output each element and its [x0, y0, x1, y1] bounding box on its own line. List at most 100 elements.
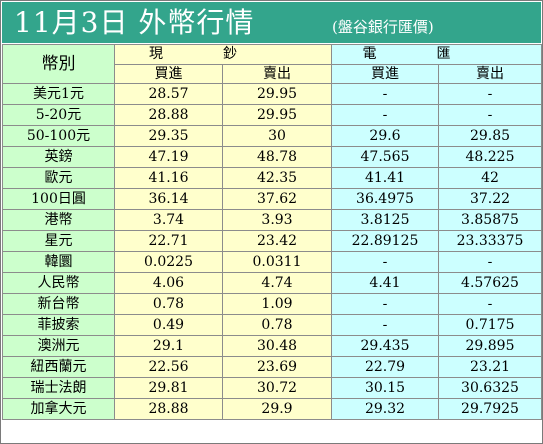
cash-sell-header: 賣出 [222, 63, 332, 84]
table-row: 港幣 3.74 3.93 3.8125 3.85875 [2, 209, 542, 231]
cash-buy-cell: 22.56 [114, 356, 223, 378]
currency-name-cell: 新台幣 [2, 293, 115, 315]
cash-buy-header: 買進 [114, 63, 223, 84]
tt-buy-cell: 4.41 [331, 272, 439, 294]
cash-sell-cell: 0.78 [222, 314, 332, 336]
table-row: 50-100元 29.35 30 29.6 29.85 [2, 125, 542, 147]
rate-rows: 美元1元 28.57 29.95- -5-20元 28.88 29.95- -50-100元… [2, 83, 542, 420]
cash-buy-cell: 4.06 [114, 272, 223, 294]
table-row: 5-20元 28.88 29.95- - [2, 104, 542, 126]
tt-sell-cell: 37.22 [438, 188, 542, 210]
cash-sell-cell: 23.42 [222, 230, 332, 252]
tt-sell-cell: 42 [438, 167, 542, 189]
table-row: 菲披索 0.49 0.78-0.7175 [2, 314, 542, 336]
currency-name-cell: 50-100元 [2, 125, 115, 147]
cash-sell-cell: 30.48 [222, 335, 332, 357]
currency-name-cell: 5-20元 [2, 104, 115, 126]
tt-sell-cell: 4.57625 [438, 272, 542, 294]
page-title: 11月3日 外幣行情 [14, 6, 255, 39]
tt-buy-cell: - [331, 314, 439, 336]
cash-buy-cell: 29.35 [114, 125, 223, 147]
tt-buy-cell: - [331, 83, 439, 105]
table-row: 澳洲元 29.1 30.48 29.435 29.895 [2, 335, 542, 357]
tt-sell-cell: - [438, 293, 542, 315]
cash-buy-cell: 28.88 [114, 104, 223, 126]
tt-sell-cell: - [438, 104, 542, 126]
cash-buy-cell: 0.0225 [114, 251, 223, 273]
table-row: 歐元 41.16 42.35 41.41 42 [2, 167, 542, 189]
tt-sell-cell: 48.225 [438, 146, 542, 168]
currency-name-cell: 韓圜 [2, 251, 115, 273]
currency-name-cell: 英鎊 [2, 146, 115, 168]
tt-buy-cell: - [331, 251, 439, 273]
cash-sell-cell: 29.95 [222, 83, 332, 105]
cash-sell-cell: 48.78 [222, 146, 332, 168]
cash-sell-cell: 42.35 [222, 167, 332, 189]
board-header: 11月3日 外幣行情 (盤谷銀行匯價) [2, 2, 541, 43]
tt-buy-cell: 22.89125 [331, 230, 439, 252]
bank-source-label: (盤谷銀行匯價) [332, 18, 434, 36]
currency-name-cell: 人民幣 [2, 272, 115, 294]
cash-buy-cell: 28.57 [114, 83, 223, 105]
table-row: 新台幣 0.78 1.09- - [2, 293, 542, 315]
table-row: 紐西蘭元 22.56 23.69 22.79 23.21 [2, 356, 542, 378]
tt-buy-cell: 29.435 [331, 335, 439, 357]
tt-sell-cell: 30.6325 [438, 377, 542, 399]
cash-buy-cell: 28.88 [114, 398, 223, 420]
table-row: 英鎊 47.19 48.78 47.565 48.225 [2, 146, 542, 168]
currency-name-cell: 加拿大元 [2, 398, 115, 420]
tt-sell-cell: 23.21 [438, 356, 542, 378]
tt-buy-cell: 36.4975 [331, 188, 439, 210]
tt-sell-header: 賣出 [438, 63, 542, 84]
table-row: 美元1元 28.57 29.95- - [2, 83, 542, 105]
table-row: 100日圓 36.14 37.62 36.4975 37.22 [2, 188, 542, 210]
table-row: 星元 22.71 23.42 22.89125 23.33375 [2, 230, 542, 252]
tt-buy-cell: 3.8125 [331, 209, 439, 231]
cash-sell-cell: 29.9 [222, 398, 332, 420]
currency-name-cell: 星元 [2, 230, 115, 252]
tt-sell-cell: 3.85875 [438, 209, 542, 231]
cash-sell-cell: 0.0311 [222, 251, 332, 273]
tt-buy-cell: 22.79 [331, 356, 439, 378]
cash-buy-cell: 3.74 [114, 209, 223, 231]
cash-sell-cell: 3.93 [222, 209, 332, 231]
currency-name-cell: 歐元 [2, 167, 115, 189]
currency-name-cell: 港幣 [2, 209, 115, 231]
tt-buy-cell: 41.41 [331, 167, 439, 189]
tt-sell-cell: 23.33375 [438, 230, 542, 252]
cash-sell-cell: 30 [222, 125, 332, 147]
tt-sell-cell: 29.895 [438, 335, 542, 357]
tt-buy-cell: 29.32 [331, 398, 439, 420]
cash-buy-cell: 41.16 [114, 167, 223, 189]
cash-sell-cell: 30.72 [222, 377, 332, 399]
cash-buy-cell: 22.71 [114, 230, 223, 252]
tt-sell-cell: 29.7925 [438, 398, 542, 420]
tt-buy-cell: - [331, 104, 439, 126]
currency-column-header: 幣別 [2, 44, 115, 84]
cash-buy-cell: 29.1 [114, 335, 223, 357]
tt-sell-cell: 29.85 [438, 125, 542, 147]
tt-sell-cell: - [438, 83, 542, 105]
tt-buy-cell: 30.15 [331, 377, 439, 399]
cash-buy-cell: 36.14 [114, 188, 223, 210]
cash-sell-cell: 4.74 [222, 272, 332, 294]
cash-sell-cell: 1.09 [222, 293, 332, 315]
tt-sell-cell: 0.7175 [438, 314, 542, 336]
cash-sell-cell: 23.69 [222, 356, 332, 378]
exchange-rate-table: 幣別 現鈔 電匯 買進 賣出 買進 賣出 美元1元 28.57 29.95- -5-2… [2, 44, 542, 420]
table-group-header-row: 幣別 現鈔 電匯 [2, 44, 542, 84]
tt-buy-cell: 29.6 [331, 125, 439, 147]
cash-group-header: 現鈔 [114, 44, 332, 65]
currency-name-cell: 瑞士法朗 [2, 377, 115, 399]
table-row: 瑞士法朗 29.81 30.72 30.15 30.6325 [2, 377, 542, 399]
currency-name-cell: 菲披索 [2, 314, 115, 336]
currency-name-cell: 紐西蘭元 [2, 356, 115, 378]
tt-buy-header: 買進 [331, 63, 439, 84]
cash-buy-cell: 0.49 [114, 314, 223, 336]
table-row: 人民幣 4.06 4.74 4.41 4.57625 [2, 272, 542, 294]
table-row: 韓圜 0.0225 0.0311- - [2, 251, 542, 273]
cash-buy-cell: 47.19 [114, 146, 223, 168]
cash-sell-cell: 37.62 [222, 188, 332, 210]
tt-sell-cell: - [438, 251, 542, 273]
currency-name-cell: 美元1元 [2, 83, 115, 105]
